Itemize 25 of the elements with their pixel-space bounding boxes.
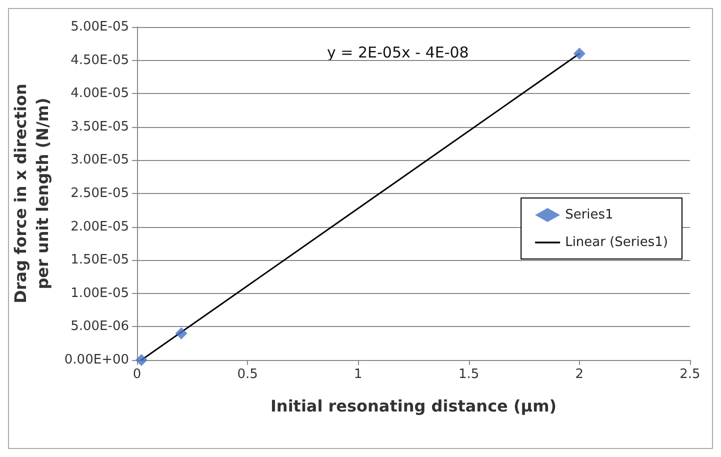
y-tick-label: 1.50E-05 <box>70 252 129 268</box>
y-tick-label: 2.50E-05 <box>70 186 129 201</box>
legend-label: Linear (Series1) <box>565 235 668 250</box>
y-tick-label: 3.50E-05 <box>70 119 129 134</box>
y-tick-label: 5.00E-05 <box>70 20 129 34</box>
x-tick-label: 2.5 <box>680 367 700 382</box>
x-tick-label: 1.5 <box>458 367 480 382</box>
x-tick-label: 0.5 <box>237 367 258 382</box>
x-axis-title: Initial resonating distance (µm) <box>270 396 557 416</box>
y-tick-label: 4.50E-05 <box>70 52 129 68</box>
x-tick-label: 1 <box>354 367 362 382</box>
y-axis-title: Drag force in x direction per unit length (N/m) <box>11 84 52 304</box>
y-tick-label: 1.00E-05 <box>70 286 129 301</box>
x-tick-label: 2 <box>575 367 584 382</box>
x-tick-label: 0 <box>132 367 142 382</box>
annotation: y = 2E-05x - 4E-08 <box>327 44 469 62</box>
point <box>573 48 586 60</box>
point <box>175 327 188 340</box>
y-tick-label: 3.00E-05 <box>70 152 129 168</box>
y-tick-label: 4.00E-05 <box>70 86 129 102</box>
legend-label: Series1 <box>565 208 614 222</box>
y-tick-label: 2.00E-05 <box>70 219 129 234</box>
point <box>135 354 148 366</box>
y-tick-label: 0.00E+00 <box>64 352 129 368</box>
y-tick-label: 5.00E-06 <box>70 319 129 334</box>
